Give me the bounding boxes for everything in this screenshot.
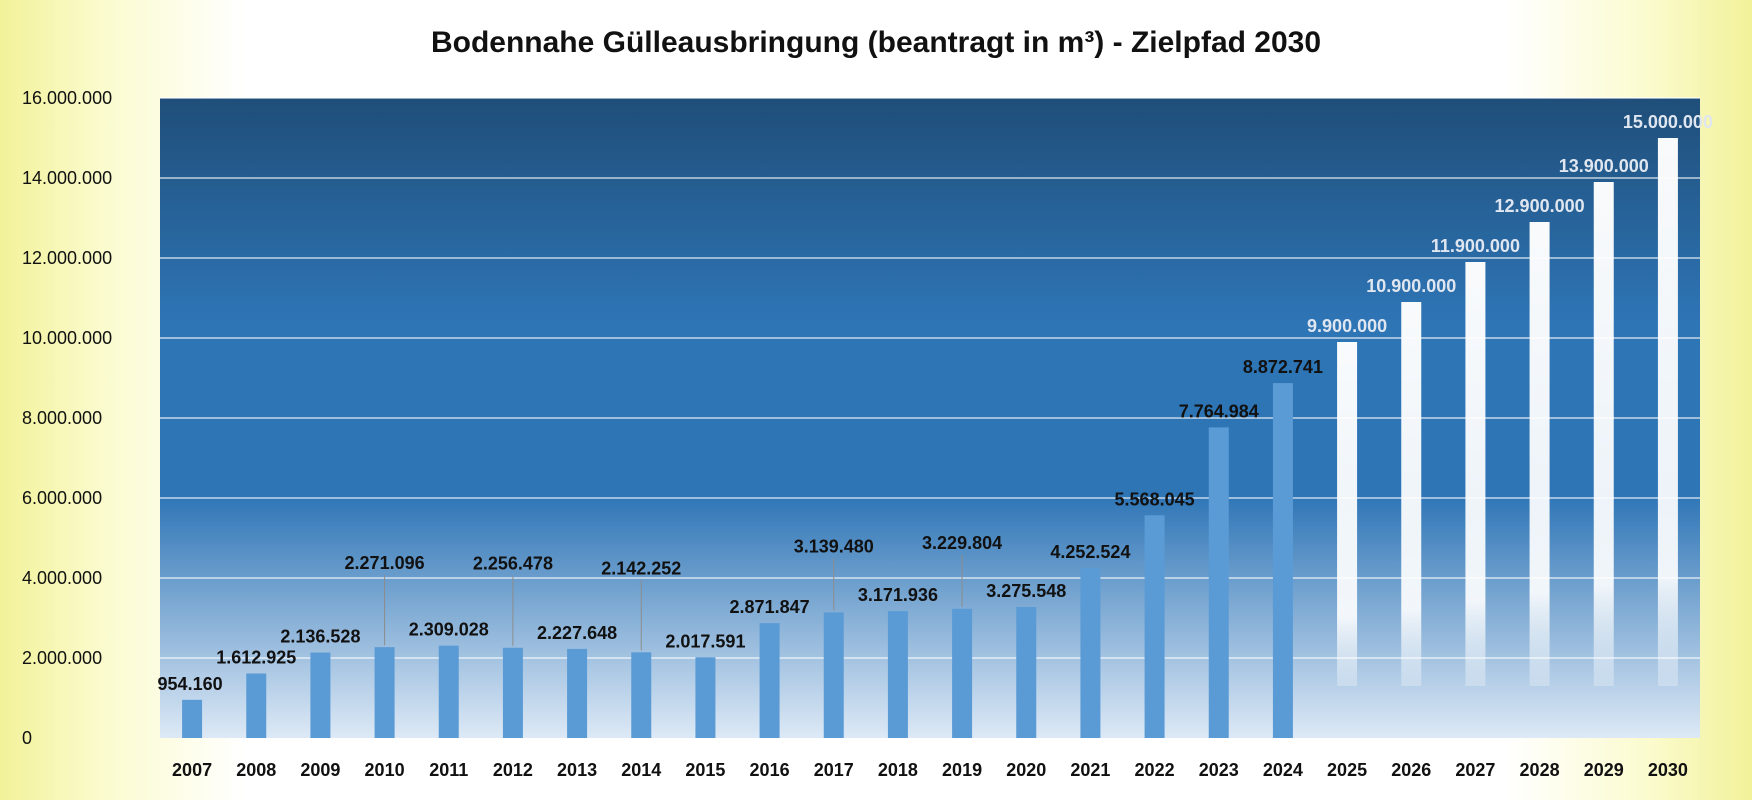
value-label-2008: 1.612.925	[216, 647, 296, 667]
y-tick-label: 2.000.000	[22, 648, 102, 668]
x-tick-label: 2015	[685, 760, 725, 780]
bar-2019	[952, 608, 973, 738]
bar-2013	[567, 648, 588, 738]
x-tick-label: 2016	[750, 760, 790, 780]
target-bar-2029	[1593, 182, 1614, 686]
bar-2009	[310, 652, 331, 738]
y-tick-label: 10.000.000	[22, 328, 112, 348]
bar-2020	[1016, 606, 1037, 738]
x-tick-label: 2008	[236, 760, 276, 780]
y-tick-label: 14.000.000	[22, 168, 112, 188]
y-tick-label: 8.000.000	[22, 408, 102, 428]
x-tick-label: 2013	[557, 760, 597, 780]
x-tick-label: 2017	[814, 760, 854, 780]
bar-2007	[182, 699, 203, 738]
bar-2012	[502, 647, 523, 738]
value-label-2025: 9.900.000	[1307, 316, 1387, 336]
x-tick-label: 2012	[493, 760, 533, 780]
target-bar-2027	[1465, 262, 1486, 686]
target-bar-2025	[1337, 342, 1358, 686]
x-tick-label: 2029	[1584, 760, 1624, 780]
value-label-2015: 2.017.591	[665, 631, 745, 651]
x-tick-label: 2021	[1070, 760, 1110, 780]
value-label-2012: 2.256.478	[473, 554, 553, 574]
bar-2023	[1208, 427, 1229, 738]
value-label-2014: 2.142.252	[601, 558, 681, 578]
x-tick-label: 2018	[878, 760, 918, 780]
value-label-2022: 5.568.045	[1115, 489, 1195, 509]
x-tick-label: 2014	[621, 760, 661, 780]
x-tick-label: 2030	[1648, 760, 1688, 780]
gridlines	[160, 97, 1700, 659]
y-tick-label: 0	[22, 728, 32, 748]
x-tick-label: 2020	[1006, 760, 1046, 780]
value-label-2016: 2.871.847	[730, 597, 810, 617]
target-bar-2030	[1657, 138, 1678, 686]
value-label-2019: 3.229.804	[922, 533, 1002, 553]
y-axis: 0 2.000.000 4.000.000 6.000.000 8.000.000 10.…	[22, 88, 112, 748]
value-label-2026: 10.900.000	[1366, 276, 1456, 296]
bar-2024	[1272, 383, 1293, 738]
value-label-2030: 15.000.000	[1623, 112, 1713, 132]
x-tick-label: 2010	[365, 760, 405, 780]
bar-2011	[438, 645, 459, 738]
bar-2016	[759, 623, 780, 738]
y-tick-label: 4.000.000	[22, 568, 102, 588]
bar-2022	[1144, 515, 1165, 738]
bar-2015	[695, 657, 716, 738]
x-tick-label: 2011	[429, 760, 468, 780]
x-tick-label: 2019	[942, 760, 982, 780]
value-label-2023: 7.764.984	[1179, 401, 1259, 421]
bar-2014	[631, 652, 652, 738]
value-label-2017: 3.139.480	[794, 536, 874, 556]
x-tick-label: 2027	[1455, 760, 1495, 780]
x-tick-label: 2022	[1135, 760, 1175, 780]
bar-2008	[246, 673, 267, 738]
y-tick-label: 16.000.000	[22, 88, 112, 108]
value-label-2009: 2.136.528	[280, 627, 360, 647]
value-label-2028: 12.900.000	[1495, 196, 1585, 216]
y-tick-label: 12.000.000	[22, 248, 112, 268]
target-bar-2026	[1401, 302, 1422, 686]
bar-2017	[823, 612, 844, 738]
chart-title: Bodennahe Gülleausbringung (beantragt in…	[431, 26, 1321, 59]
bar-2021	[1080, 567, 1101, 738]
value-label-2024: 8.872.741	[1243, 357, 1323, 377]
y-tick-label: 6.000.000	[22, 488, 102, 508]
value-label-2029: 13.900.000	[1559, 156, 1649, 176]
value-label-2010: 2.271.096	[345, 553, 425, 573]
bars	[182, 138, 1678, 738]
value-label-2013: 2.227.648	[537, 623, 617, 643]
bar-2010	[374, 647, 395, 738]
value-label-2020: 3.275.548	[986, 581, 1066, 601]
x-tick-label: 2023	[1199, 760, 1239, 780]
x-axis: 2007 2008 2009 2010 2011 2012 2013 2014 2015 2016…	[172, 760, 1688, 780]
leader-lines	[384, 554, 963, 651]
value-label-2027: 11.900.000	[1431, 236, 1520, 256]
x-tick-label: 2025	[1327, 760, 1367, 780]
bar-2018	[887, 611, 908, 738]
value-label-2007: 954.160	[158, 674, 223, 694]
x-tick-label: 2009	[300, 760, 340, 780]
x-tick-label: 2028	[1520, 760, 1560, 780]
x-tick-label: 2026	[1391, 760, 1431, 780]
target-bar-2028	[1529, 222, 1550, 686]
x-tick-label: 2007	[172, 760, 212, 780]
value-label-2018: 3.171.936	[858, 585, 938, 605]
x-tick-label: 2024	[1263, 760, 1303, 780]
value-label-2011: 2.309.028	[409, 620, 489, 640]
value-label-2021: 4.252.524	[1050, 542, 1130, 562]
